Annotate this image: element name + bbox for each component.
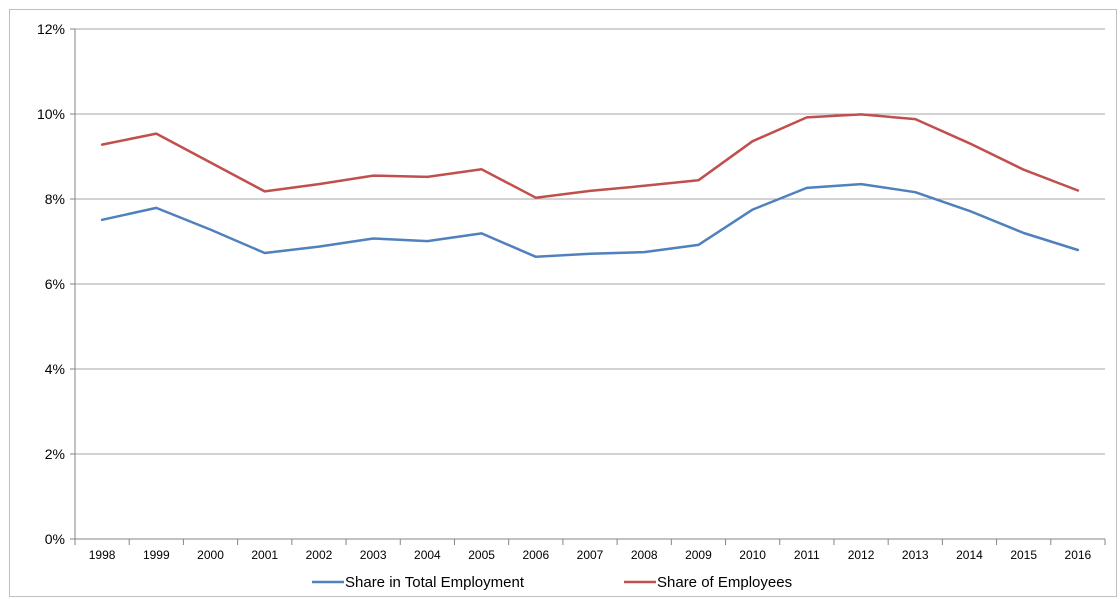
chart-frame	[9, 9, 1117, 597]
x-tick-label: 2016	[1065, 548, 1092, 562]
x-tick-label: 2014	[956, 548, 983, 562]
y-tick-label: 4%	[45, 361, 65, 377]
series-line-0	[100, 182, 1080, 259]
axes: 0% 2% 4% 6% 8% 10% 12% 1998 1999 2000 2001 2002 2003…	[37, 21, 1106, 562]
y-tick-label: 0%	[45, 531, 65, 547]
x-tick-label: 2004	[414, 548, 441, 562]
legend: Share in Total Employment Share of Employ…	[312, 574, 792, 591]
legend-label-1: Share of Employees	[657, 574, 792, 591]
x-tick-label: 2009	[685, 548, 712, 562]
x-tick-label: 2012	[848, 548, 875, 562]
x-tick-label: 2015	[1010, 548, 1037, 562]
x-tick-label: 1999	[143, 548, 170, 562]
x-tick-label: 2005	[468, 548, 495, 562]
x-tick-label: 2006	[522, 548, 549, 562]
x-tick-label: 2000	[197, 548, 224, 562]
x-tick-label: 2008	[631, 548, 658, 562]
series-lines	[100, 113, 1080, 259]
x-tick-label: 2001	[251, 548, 278, 562]
x-tick-label: 2013	[902, 548, 929, 562]
x-tick-label: 2003	[360, 548, 387, 562]
y-tick-label: 8%	[45, 191, 65, 207]
x-tick-label: 2010	[739, 548, 766, 562]
y-tick-label: 12%	[37, 21, 65, 37]
x-tick-label: 2011	[794, 548, 820, 562]
gridlines	[75, 28, 1105, 455]
legend-label-0: Share in Total Employment	[345, 574, 525, 591]
x-tick-label: 2002	[306, 548, 333, 562]
y-tick-label: 10%	[37, 106, 65, 122]
y-tick-label: 6%	[45, 276, 65, 292]
x-tick-label: 2007	[577, 548, 604, 562]
series-line-1	[100, 113, 1080, 199]
y-tick-label: 2%	[45, 446, 65, 462]
x-tick-label: 1998	[89, 548, 116, 562]
